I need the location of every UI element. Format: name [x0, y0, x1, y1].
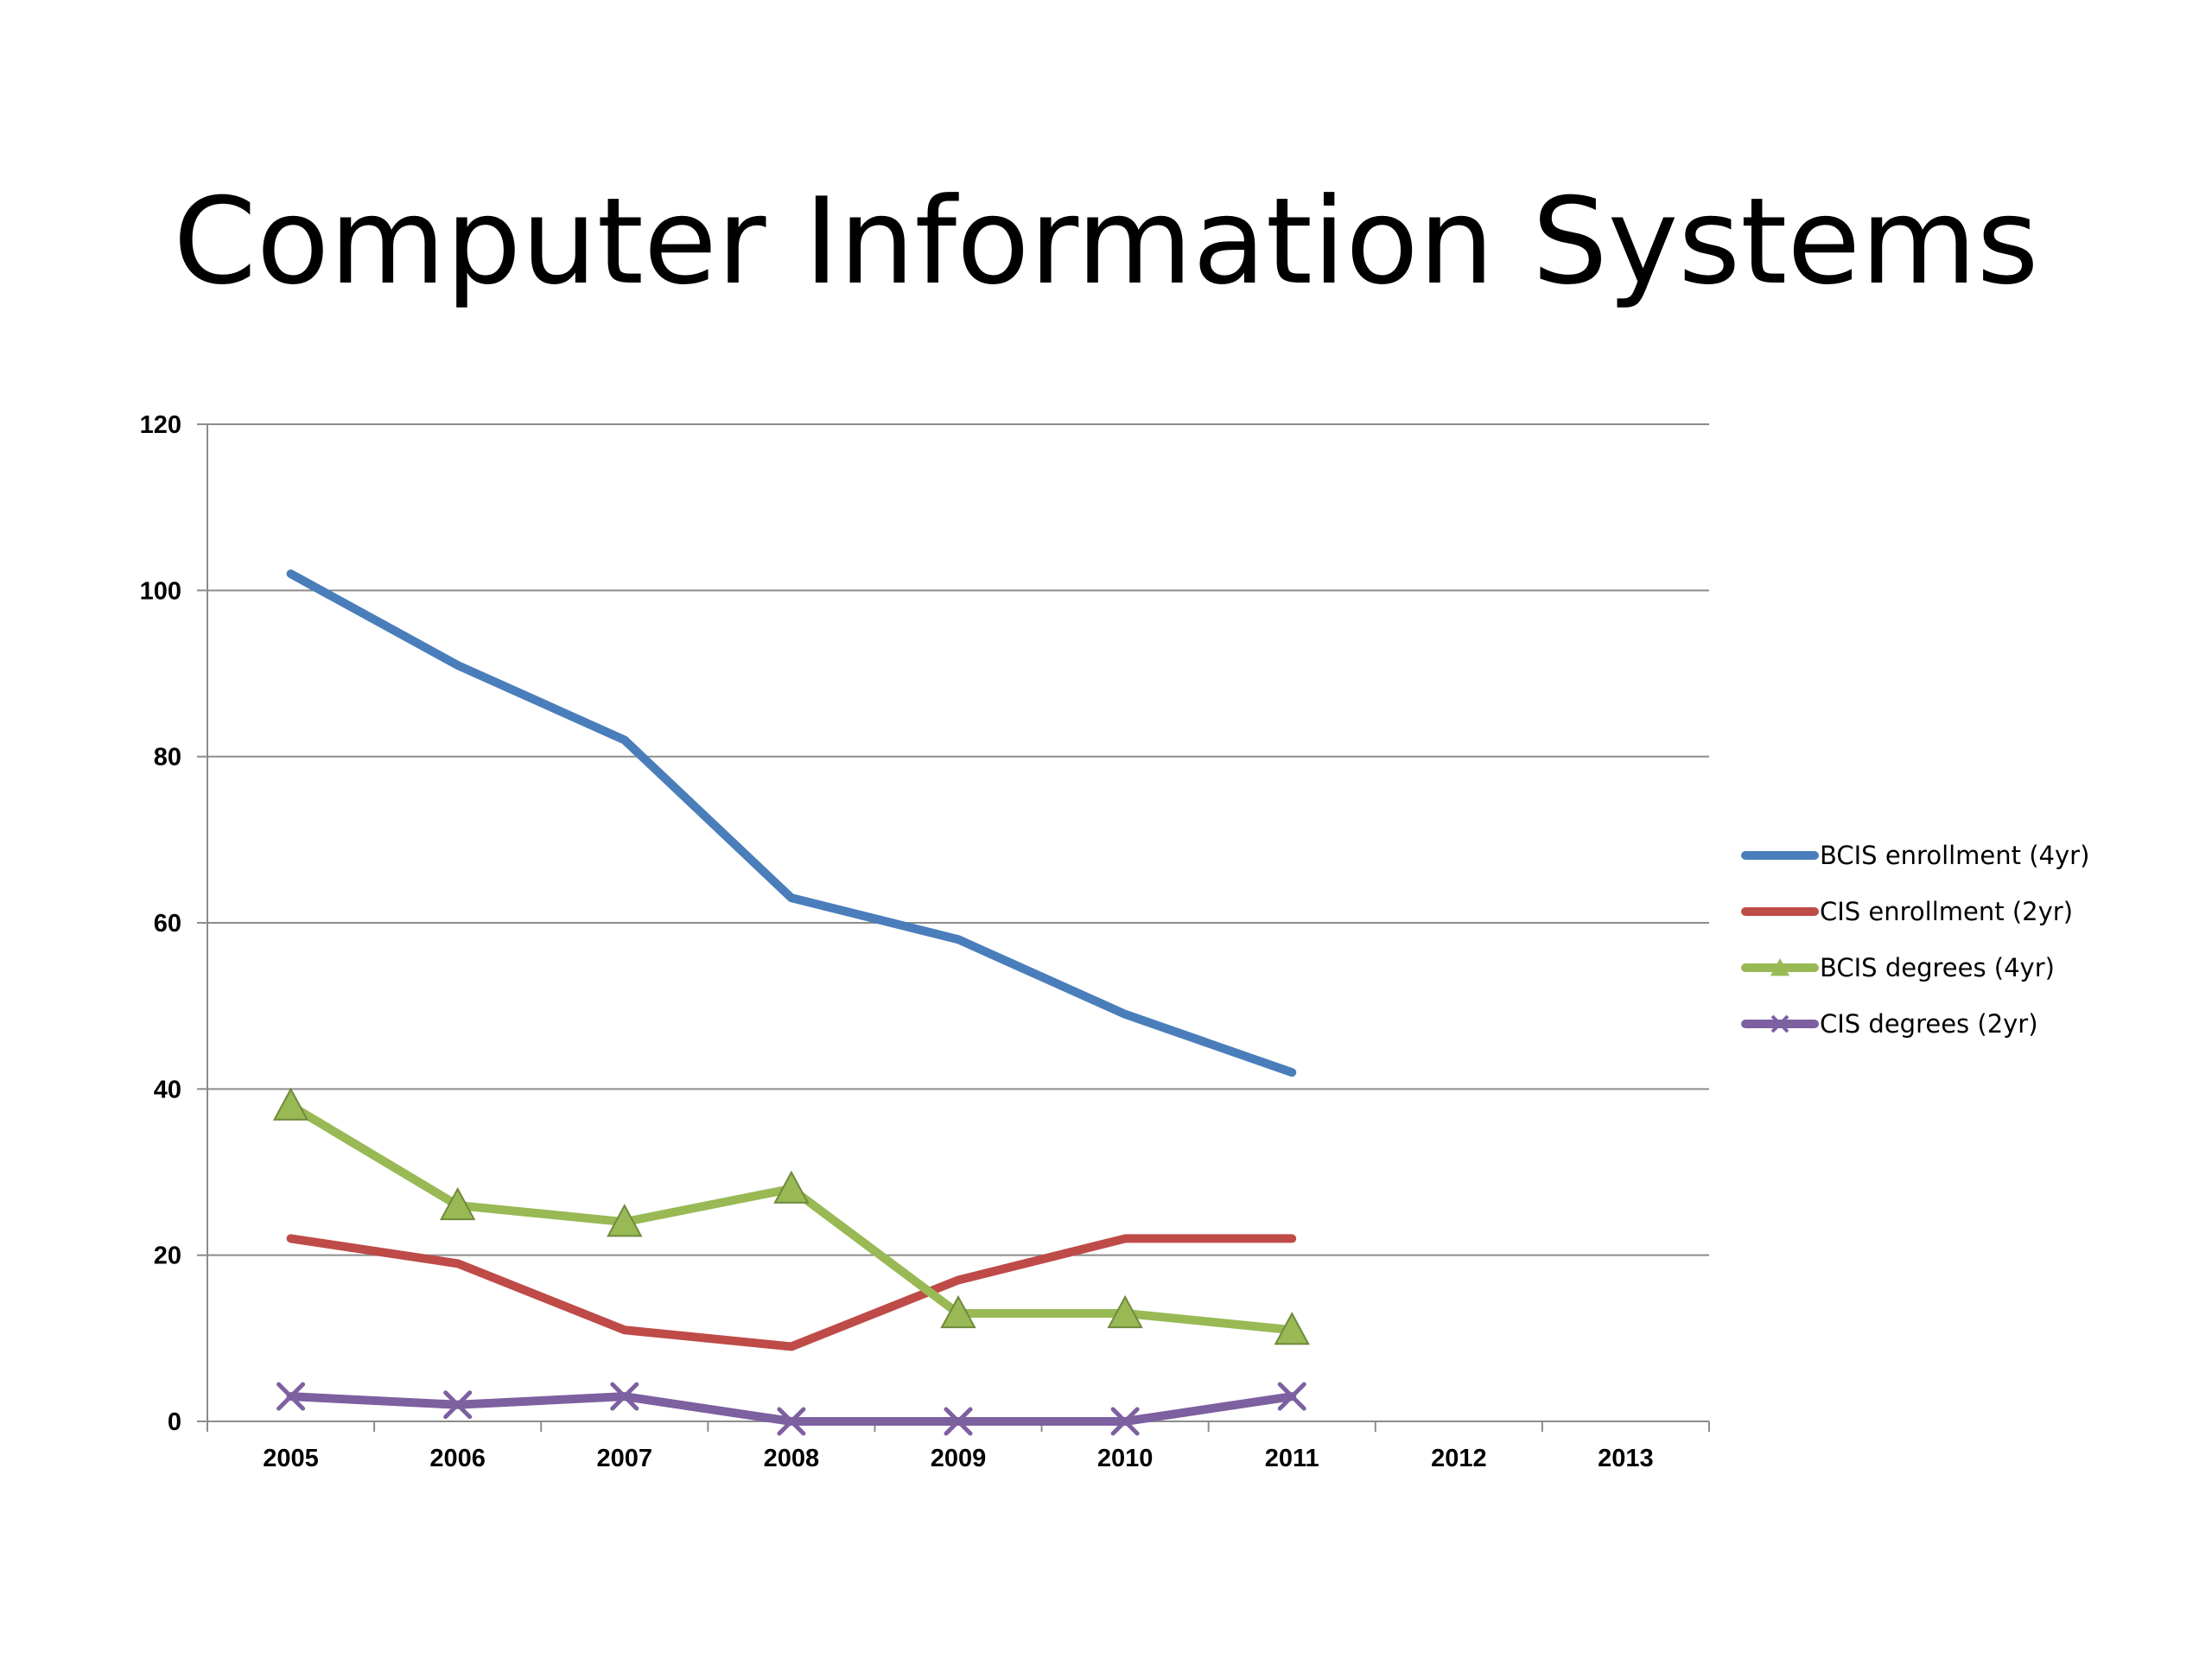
data-point-triangle [1274, 1312, 1310, 1345]
y-tick-label: 20 [154, 1243, 181, 1270]
legend-entry: BCIS degrees (4yr) [1741, 953, 2055, 982]
series-line [286, 1234, 1297, 1351]
slide-title: Computer Information Systems [173, 172, 2039, 311]
x-tick-label: 2011 [1265, 1445, 1319, 1472]
y-tick-label: 40 [154, 1076, 181, 1103]
data-point-triangle [940, 1294, 976, 1329]
x-tick-label: 2008 [764, 1445, 820, 1472]
series-1 [286, 569, 1297, 1077]
axes: 0 20 40 60 80 100 120 2005 2006 2007 2008 2009 2010 2… [140, 411, 1710, 1472]
data-point-x [777, 1407, 806, 1436]
data-point-x [944, 1407, 973, 1436]
legend-marker [1770, 1014, 1789, 1033]
data-point-triangle [272, 1087, 309, 1121]
y-tick-label: 100 [140, 577, 181, 605]
data-point-x [1277, 1382, 1306, 1411]
legend-entry: BCIS enrollment (4yr) [1741, 841, 2089, 870]
data-point-x [1110, 1407, 1140, 1436]
legend-entry: CIS degrees (2yr) [1741, 1009, 2038, 1039]
data-point-x [443, 1390, 473, 1420]
y-tick-label: 60 [154, 910, 181, 938]
series-4 [276, 1382, 1306, 1436]
legend-label: CIS enrollment (2yr) [1820, 897, 2073, 926]
series-line [286, 1101, 1297, 1335]
data-point-triangle [607, 1204, 643, 1237]
series-2 [286, 1234, 1297, 1351]
legend-entry: CIS enrollment (2yr) [1741, 897, 2073, 926]
x-tick-label: 2007 [597, 1445, 653, 1472]
x-tick-label: 2009 [931, 1445, 987, 1472]
data-point-triangle [773, 1170, 810, 1204]
x-tick-label: 2005 [263, 1445, 319, 1472]
data-point-triangle [439, 1186, 476, 1221]
series-3 [272, 1087, 1310, 1345]
legend-label: BCIS enrollment (4yr) [1820, 841, 2089, 870]
series-line [286, 1392, 1297, 1426]
x-tick-label: 2010 [1097, 1445, 1154, 1472]
gridlines [207, 423, 1709, 1256]
x-tick-label: 2012 [1431, 1445, 1487, 1472]
y-tick-label: 0 [168, 1408, 181, 1436]
x-tick-label: 2013 [1598, 1445, 1654, 1472]
legend: BCIS enrollment (4yr) CIS enrollment (2yr… [1741, 841, 2089, 1039]
legend-label: CIS degrees (2yr) [1820, 1009, 2038, 1039]
series-lines [272, 569, 1310, 1436]
series-line [286, 569, 1297, 1077]
y-tick-label: 120 [140, 411, 181, 439]
legend-marker [1770, 958, 1789, 976]
data-point-x [610, 1382, 639, 1411]
x-tick-label: 2006 [429, 1445, 486, 1472]
y-tick-label: 80 [154, 744, 181, 772]
data-point-triangle [1107, 1294, 1143, 1329]
legend-label: BCIS degrees (4yr) [1820, 953, 2055, 982]
data-point-x [276, 1382, 306, 1411]
